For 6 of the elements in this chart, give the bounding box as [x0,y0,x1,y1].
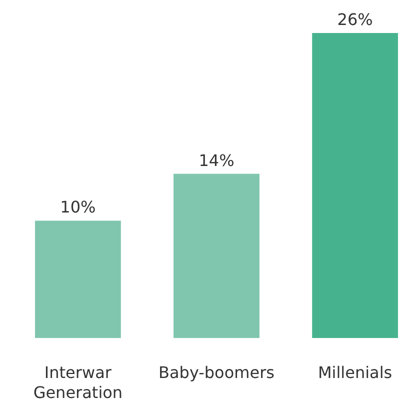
data-label: 10% [60,198,96,217]
data-label: 14% [198,150,234,170]
x-tick-label: Interwar Generation [33,363,123,402]
x-tick-label: Baby-boomers [158,363,274,382]
data-label: 26% [337,10,373,29]
x-tick-label: Millenials [318,363,392,382]
